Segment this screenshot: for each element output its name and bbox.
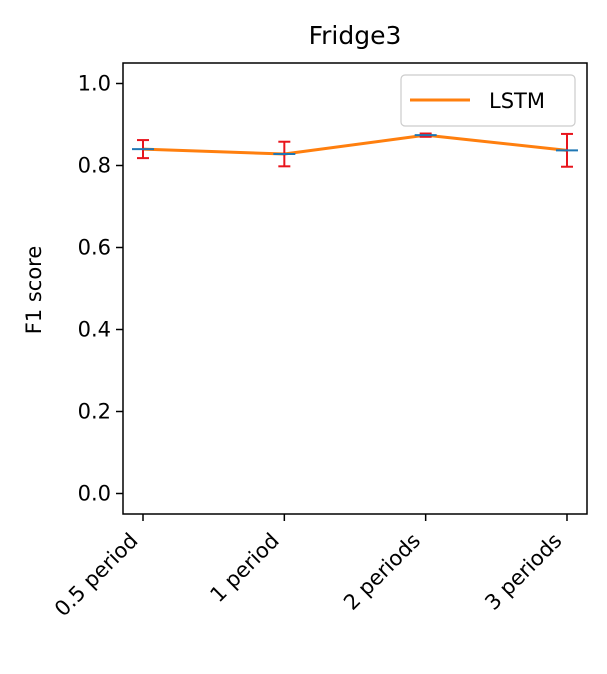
- x-tick-label: 3 periods: [480, 529, 566, 615]
- y-tick-label: 0.2: [78, 400, 111, 424]
- plot-frame: [122, 62, 588, 515]
- chart-title: Fridge3: [309, 21, 402, 50]
- x-axis: 0.5 period 1 period 2 periods 3 periods: [50, 514, 568, 622]
- plot-area: [132, 132, 578, 168]
- legend-label-lstm: LSTM: [489, 89, 545, 113]
- x-tick-label: 0.5 period: [50, 529, 143, 622]
- y-tick-label: 1.0: [78, 72, 111, 96]
- y-tick-label: 0.0: [78, 482, 111, 506]
- y-axis-label: F1 score: [22, 246, 46, 335]
- legend: LSTM: [400, 74, 576, 127]
- y-tick-label: 0.4: [78, 318, 111, 342]
- series-line-lstm: [142, 133, 568, 156]
- y-tick-label: 0.8: [78, 154, 111, 178]
- x-tick-label: 1 period: [205, 529, 283, 607]
- y-tick-label: 0.6: [78, 236, 111, 260]
- x-tick-label: 2 periods: [339, 529, 425, 615]
- y-axis: 0.0 0.2 0.4 0.6 0.8 1.0: [78, 72, 123, 506]
- legend-box: [400, 74, 576, 127]
